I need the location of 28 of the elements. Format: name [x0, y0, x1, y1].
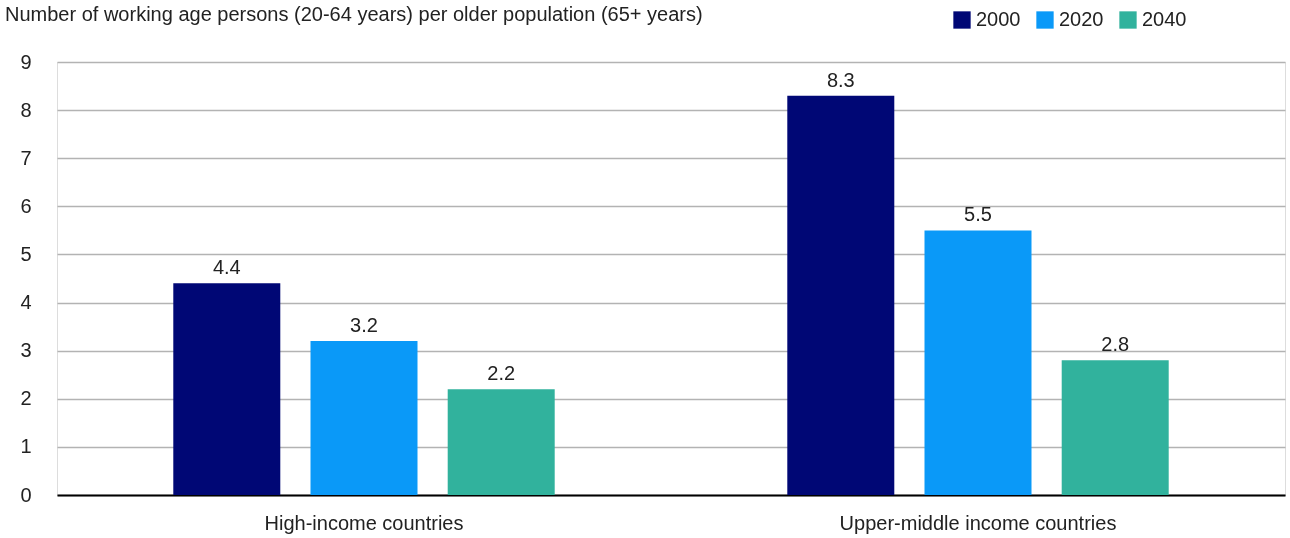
y-tick-label: 0: [20, 483, 32, 506]
bar: [787, 95, 895, 495]
x-tick-label: Upper-middle income countries: [839, 511, 1117, 534]
bar: [310, 341, 418, 495]
legend-label: 2040: [1142, 8, 1187, 30]
bar: [447, 389, 555, 495]
y-tick-label: 7: [20, 146, 32, 169]
data-label: 4.4: [212, 256, 241, 279]
y-tick-label: 8: [20, 98, 32, 121]
bar: [924, 230, 1032, 495]
data-label: 2.8: [1101, 333, 1130, 356]
y-tick-label: 3: [20, 339, 32, 362]
y-tick-label: 4: [20, 291, 32, 314]
legend-label: 2000: [976, 8, 1021, 30]
y-tick-label: 6: [20, 194, 32, 217]
data-label: 3.2: [350, 314, 378, 337]
x-tick-label: High-income countries: [264, 511, 464, 534]
y-tick-label: 2: [20, 387, 32, 410]
chart-title: Number of working age persons (20-64 years) per older population (65+ years): [5, 3, 703, 25]
data-label: 2.2: [487, 362, 516, 385]
data-label: 5.5: [964, 203, 992, 226]
data-label: 8.3: [826, 68, 855, 91]
y-tick-label: 5: [20, 242, 32, 265]
y-tick-label: 9: [20, 50, 32, 73]
bar: [173, 283, 281, 495]
bar: [1061, 360, 1169, 495]
legend-label: 2020: [1059, 8, 1104, 30]
y-tick-label: 1: [20, 435, 32, 458]
